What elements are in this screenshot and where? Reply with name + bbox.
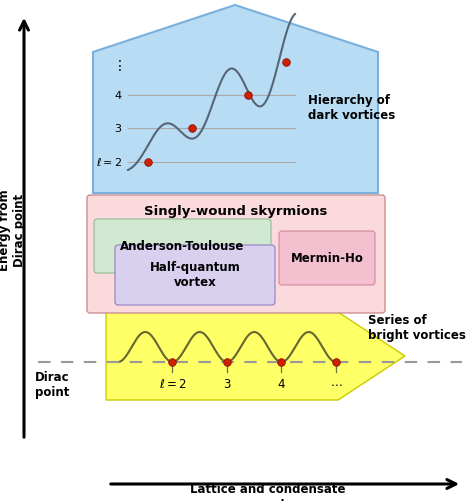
Text: $\cdots$: $\cdots$ [330, 377, 342, 390]
FancyBboxPatch shape [94, 219, 271, 273]
Text: Lattice and condensate
parameters: Lattice and condensate parameters [190, 483, 346, 501]
Text: $3$: $3$ [114, 122, 122, 134]
Text: $\vdots$: $\vdots$ [112, 58, 122, 73]
FancyBboxPatch shape [87, 195, 385, 313]
FancyBboxPatch shape [115, 245, 275, 305]
FancyBboxPatch shape [279, 231, 375, 285]
Text: Half-quantum
vortex: Half-quantum vortex [150, 261, 240, 289]
Text: $\ell = 2$: $\ell = 2$ [96, 156, 122, 168]
Text: Series of
bright vortices: Series of bright vortices [368, 314, 466, 342]
Text: Energy from
Dirac point: Energy from Dirac point [0, 189, 26, 271]
Text: Anderson-Toulouse: Anderson-Toulouse [120, 239, 244, 253]
Text: Hierarchy of
dark vortices: Hierarchy of dark vortices [308, 94, 395, 122]
Text: Mermin-Ho: Mermin-Ho [291, 252, 364, 265]
Text: $3$: $3$ [223, 377, 231, 390]
Text: Singly-wound skyrmions: Singly-wound skyrmions [144, 205, 328, 218]
Text: $4$: $4$ [114, 89, 122, 101]
Text: $\ell = 2$: $\ell = 2$ [159, 377, 186, 390]
Polygon shape [106, 312, 405, 400]
Text: Dirac
point: Dirac point [35, 371, 70, 399]
Text: $4$: $4$ [277, 377, 286, 390]
Polygon shape [93, 5, 378, 193]
